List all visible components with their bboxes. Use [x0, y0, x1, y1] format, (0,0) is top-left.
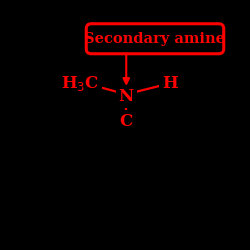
FancyBboxPatch shape [86, 24, 224, 54]
Text: C: C [120, 113, 133, 130]
Text: H$_3$C: H$_3$C [61, 74, 99, 93]
Text: H: H [162, 74, 178, 92]
Text: H$_3$C: H$_3$C [61, 74, 99, 93]
Text: N: N [119, 88, 134, 105]
Text: C: C [120, 113, 133, 130]
Text: N: N [119, 88, 134, 105]
Text: H: H [162, 74, 178, 92]
Text: Secondary amine: Secondary amine [84, 32, 226, 46]
